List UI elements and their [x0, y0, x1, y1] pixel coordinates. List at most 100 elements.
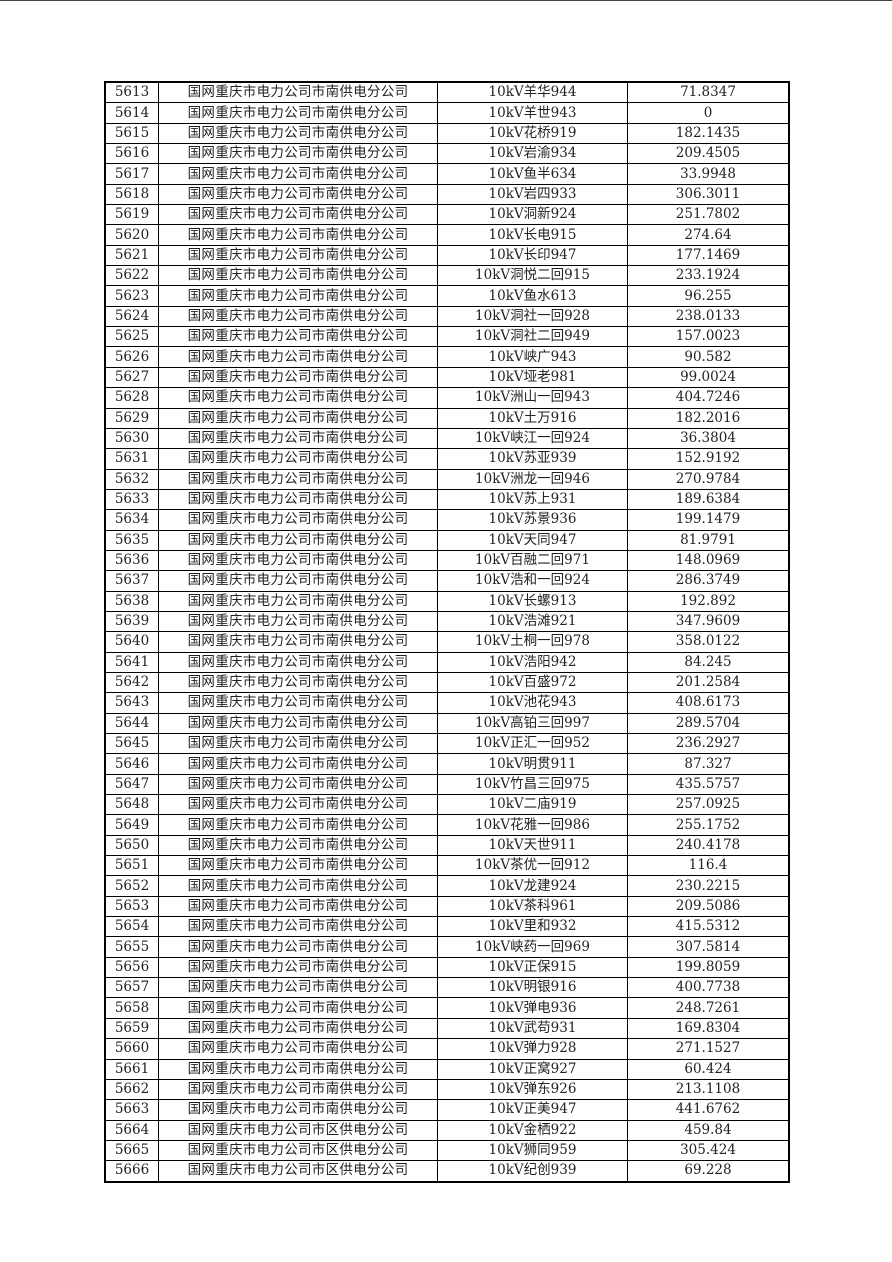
table-row: 5646 国网重庆市电力公司市南供电分公司 10kV明贯911 87.327 [104, 753, 790, 775]
company-name-cell: 国网重庆市电力公司市南供电分公司 [158, 1038, 438, 1060]
table-row: 5623 国网重庆市电力公司市南供电分公司 10kV鱼水613 96.255 [104, 285, 790, 307]
value-cell: 87.327 [627, 753, 790, 775]
company-name-cell: 国网重庆市电力公司市区供电分公司 [158, 1160, 438, 1183]
company-name-cell: 国网重庆市电力公司市南供电分公司 [158, 651, 438, 673]
row-number-cell: 5664 [104, 1119, 159, 1141]
line-name-cell: 10kV龙建924 [437, 875, 628, 897]
company-name-cell: 国网重庆市电力公司市南供电分公司 [158, 346, 438, 368]
value-cell: 69.228 [627, 1160, 790, 1183]
row-number-cell: 5654 [104, 916, 159, 938]
table-row: 5659 国网重庆市电力公司市南供电分公司 10kV武苟931 169.8304 [104, 1017, 790, 1040]
value-cell: 289.5704 [627, 712, 790, 735]
value-cell: 251.7802 [627, 204, 790, 226]
line-name-cell: 10kV正美947 [437, 1099, 628, 1121]
row-number-cell: 5632 [104, 468, 159, 490]
company-name-cell: 国网重庆市电力公司市南供电分公司 [158, 997, 438, 1019]
company-name-cell: 国网重庆市电力公司市南供电分公司 [158, 102, 438, 124]
line-name-cell: 10kV洞社二回949 [437, 326, 628, 348]
table-row: 5640 国网重庆市电力公司市南供电分公司 10kV土桐一回978 358.0122 [104, 631, 790, 653]
table-row: 5627 国网重庆市电力公司市南供电分公司 10kV垭老981 99.0024 [104, 366, 790, 389]
value-cell: 404.7246 [627, 387, 790, 409]
value-cell: 192.892 [627, 590, 790, 612]
company-name-cell: 国网重庆市电力公司市南供电分公司 [158, 224, 438, 246]
value-cell: 347.9609 [627, 610, 790, 633]
company-name-cell: 国网重庆市电力公司市南供电分公司 [158, 671, 438, 694]
table-row: 5632 国网重庆市电力公司市南供电分公司 10kV洲龙一回946 270.9784 [104, 468, 790, 490]
line-name-cell: 10kV明贯911 [437, 753, 628, 775]
table-row: 5628 国网重庆市电力公司市南供电分公司 10kV洲山一回943 404.7246 [104, 387, 790, 409]
row-number-cell: 5634 [104, 509, 159, 531]
line-name-cell: 10kV金栖922 [437, 1119, 628, 1141]
value-cell: 169.8304 [627, 1017, 790, 1040]
table-row: 5615 国网重庆市电力公司市南供电分公司 10kV花桥919 182.1435 [104, 122, 790, 145]
value-cell: 182.1435 [627, 122, 790, 145]
row-number-cell: 5651 [104, 855, 159, 877]
company-name-cell: 国网重庆市电力公司市南供电分公司 [158, 529, 438, 551]
row-number-cell: 5635 [104, 529, 159, 551]
table-row: 5638 国网重庆市电力公司市南供电分公司 10kV长螺913 192.892 [104, 590, 790, 612]
line-name-cell: 10kV长印947 [437, 244, 628, 267]
row-number-cell: 5625 [104, 326, 159, 348]
row-number-cell: 5665 [104, 1139, 159, 1162]
company-name-cell: 国网重庆市电力公司市南供电分公司 [158, 610, 438, 633]
table-row: 5622 国网重庆市电力公司市南供电分公司 10kV洞悦二回915 233.1924 [104, 265, 790, 287]
table-row: 5653 国网重庆市电力公司市南供电分公司 10kV茶科961 209.5086 [104, 895, 790, 918]
value-cell: 358.0122 [627, 631, 790, 653]
table-row: 5617 国网重庆市电力公司市南供电分公司 10kV鱼半634 33.9948 [104, 163, 790, 185]
table-row: 5651 国网重庆市电力公司市南供电分公司 10kV茶优一回912 116.4 [104, 855, 790, 877]
row-number-cell: 5659 [104, 1017, 159, 1040]
line-name-cell: 10kV苏上931 [437, 488, 628, 511]
table-row: 5666 国网重庆市电力公司市区供电分公司 10kV纪创939 69.228 [104, 1160, 790, 1183]
line-name-cell: 10kV纪创939 [437, 1160, 628, 1183]
line-name-cell: 10kV羊华944 [437, 81, 628, 104]
line-name-cell: 10kV弹力928 [437, 1038, 628, 1060]
table-row: 5645 国网重庆市电力公司市南供电分公司 10kV正汇一回952 236.2927 [104, 732, 790, 755]
value-cell: 233.1924 [627, 265, 790, 287]
table-row: 5639 国网重庆市电力公司市南供电分公司 10kV浩滩921 347.9609 [104, 610, 790, 633]
value-cell: 182.2016 [627, 407, 790, 429]
line-name-cell: 10kV浩阳942 [437, 651, 628, 673]
company-name-cell: 国网重庆市电力公司市南供电分公司 [158, 488, 438, 511]
company-name-cell: 国网重庆市电力公司市南供电分公司 [158, 631, 438, 653]
company-name-cell: 国网重庆市电力公司市南供电分公司 [158, 570, 438, 592]
value-cell: 270.9784 [627, 468, 790, 490]
company-name-cell: 国网重庆市电力公司市南供电分公司 [158, 163, 438, 185]
row-number-cell: 5619 [104, 204, 159, 226]
value-cell: 209.4505 [627, 143, 790, 165]
company-name-cell: 国网重庆市电力公司市南供电分公司 [158, 936, 438, 958]
line-name-cell: 10kV长螺913 [437, 590, 628, 612]
company-name-cell: 国网重庆市电力公司市南供电分公司 [158, 143, 438, 165]
line-name-cell: 10kV高铂三回997 [437, 712, 628, 735]
row-number-cell: 5645 [104, 732, 159, 755]
value-cell: 60.424 [627, 1058, 790, 1080]
value-cell: 81.9791 [627, 529, 790, 551]
company-name-cell: 国网重庆市电力公司市区供电分公司 [158, 1139, 438, 1162]
table-row: 5643 国网重庆市电力公司市南供电分公司 10kV池花943 408.6173 [104, 692, 790, 714]
company-name-cell: 国网重庆市电力公司市南供电分公司 [158, 773, 438, 796]
line-name-cell: 10kV峡药一回969 [437, 936, 628, 958]
table-row: 5634 国网重庆市电力公司市南供电分公司 10kV苏景936 199.1479 [104, 509, 790, 531]
table-body: 5613 国网重庆市电力公司市南供电分公司 10kV羊华944 71.8347 5614… [104, 81, 790, 1183]
value-cell: 257.0925 [627, 794, 790, 816]
company-name-cell: 国网重庆市电力公司市南供电分公司 [158, 183, 438, 206]
company-name-cell: 国网重庆市电力公司市南供电分公司 [158, 1058, 438, 1080]
value-cell: 230.2215 [627, 875, 790, 897]
line-name-cell: 10kV百融二回971 [437, 549, 628, 572]
line-name-cell: 10kV花雅一回986 [437, 814, 628, 836]
value-cell: 152.9192 [627, 448, 790, 470]
line-name-cell: 10kV土万916 [437, 407, 628, 429]
line-name-cell: 10kV鱼水613 [437, 285, 628, 307]
row-number-cell: 5644 [104, 712, 159, 735]
line-name-cell: 10kV池花943 [437, 692, 628, 714]
company-name-cell: 国网重庆市电力公司市南供电分公司 [158, 956, 438, 979]
table-row: 5629 国网重庆市电力公司市南供电分公司 10kV土万916 182.2016 [104, 407, 790, 429]
table-row: 5635 国网重庆市电力公司市南供电分公司 10kV天同947 81.9791 [104, 529, 790, 551]
company-name-cell: 国网重庆市电力公司市南供电分公司 [158, 977, 438, 999]
row-number-cell: 5652 [104, 875, 159, 897]
table-row: 5656 国网重庆市电力公司市南供电分公司 10kV正保915 199.8059 [104, 956, 790, 979]
line-name-cell: 10kV花桥919 [437, 122, 628, 145]
value-cell: 255.1752 [627, 814, 790, 836]
row-number-cell: 5624 [104, 305, 159, 328]
value-cell: 99.0024 [627, 366, 790, 389]
row-number-cell: 5617 [104, 163, 159, 185]
